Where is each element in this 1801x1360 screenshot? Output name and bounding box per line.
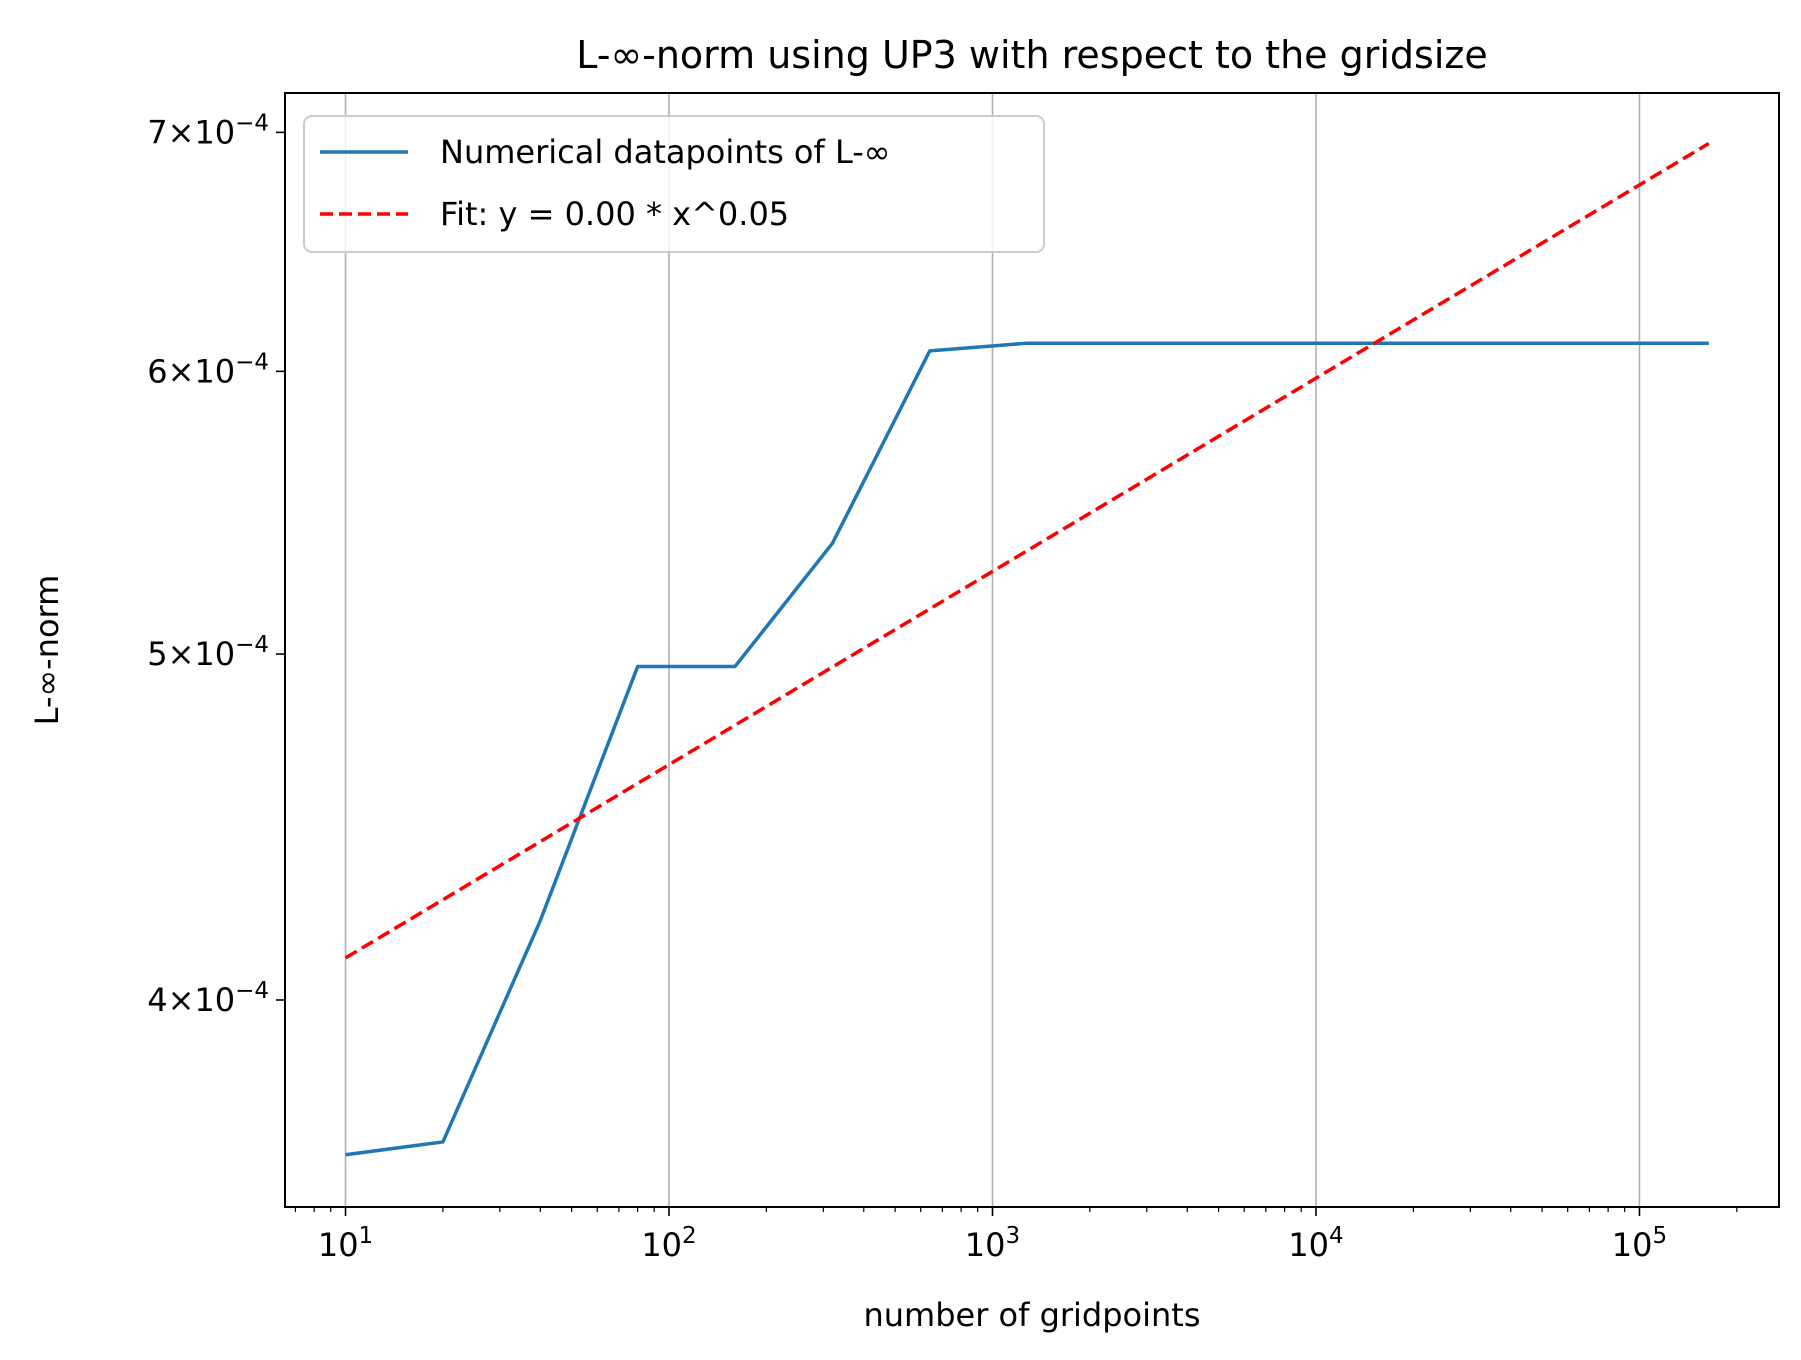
series-line-numerical — [345, 341, 1709, 1157]
x-tick-label-exponent: 1 — [359, 1223, 374, 1249]
x-tick-label-base: 10 — [1612, 1226, 1653, 1264]
y-tick-label-base: 10 — [194, 635, 235, 673]
y-tick-label-base: 10 — [194, 981, 235, 1019]
y-tick-label-base: 10 — [194, 352, 235, 390]
y-axis-label: L-∞-norm — [28, 575, 66, 726]
x-tick-label: 101 — [318, 1223, 373, 1264]
y-tick-label-mantissa: 4 — [147, 981, 167, 1019]
x-tick-label-exponent: 5 — [1652, 1223, 1667, 1249]
x-tick-label: 102 — [641, 1223, 696, 1264]
x-tick-label-base: 10 — [1288, 1226, 1329, 1264]
y-tick-label-exponent: −4 — [235, 978, 269, 1004]
x-tick-label: 104 — [1288, 1223, 1343, 1264]
legend-label-numerical: Numerical datapoints of L-∞ — [440, 133, 890, 171]
legend: Numerical datapoints of L-∞ Fit: y = 0.0… — [303, 115, 1045, 253]
series-line-fit — [344, 141, 1710, 960]
x-tick-label-exponent: 3 — [1006, 1223, 1021, 1249]
x-tick-label: 103 — [965, 1223, 1020, 1264]
x-axis-ticks: 101 102 103 104 105 — [294, 1207, 1738, 1264]
y-tick-label-exponent: −4 — [235, 349, 269, 375]
chart-title: L-∞-norm using UP3 with respect to the g… — [576, 33, 1487, 77]
y-axis-ticks: 4×10−45×10−46×10−47×10−4 — [147, 110, 285, 1019]
y-tick-label: 6×10−4 — [147, 349, 269, 390]
y-tick-label-base: 10 — [194, 113, 235, 151]
y-tick-label-times: × — [168, 352, 195, 390]
y-tick-label: 7×10−4 — [147, 110, 269, 151]
x-axis-label: number of gridpoints — [863, 1296, 1200, 1334]
plot-series — [344, 141, 1710, 1157]
y-tick-label-exponent: −4 — [235, 110, 269, 136]
y-tick-label-times: × — [168, 635, 195, 673]
legend-label-fit: Fit: y = 0.00 * x^0.05 — [440, 195, 789, 233]
y-tick-label: 5×10−4 — [147, 632, 269, 673]
y-tick-label: 4×10−4 — [147, 978, 269, 1019]
y-tick-label-mantissa: 5 — [147, 635, 167, 673]
y-tick-label-exponent: −4 — [235, 632, 269, 658]
x-tick-label-base: 10 — [318, 1226, 359, 1264]
grid-lines — [344, 93, 1641, 1207]
y-tick-label-times: × — [168, 981, 195, 1019]
plot-frame — [284, 92, 1780, 1208]
x-tick-label: 105 — [1612, 1223, 1667, 1264]
y-tick-label-mantissa: 6 — [147, 352, 167, 390]
x-tick-label-exponent: 2 — [682, 1223, 697, 1249]
x-tick-label-base: 10 — [965, 1226, 1006, 1264]
x-tick-label-base: 10 — [641, 1226, 682, 1264]
y-tick-label-times: × — [168, 113, 195, 151]
y-tick-label-mantissa: 7 — [147, 113, 167, 151]
legend-box — [303, 115, 1045, 253]
x-tick-label-exponent: 4 — [1329, 1223, 1344, 1249]
